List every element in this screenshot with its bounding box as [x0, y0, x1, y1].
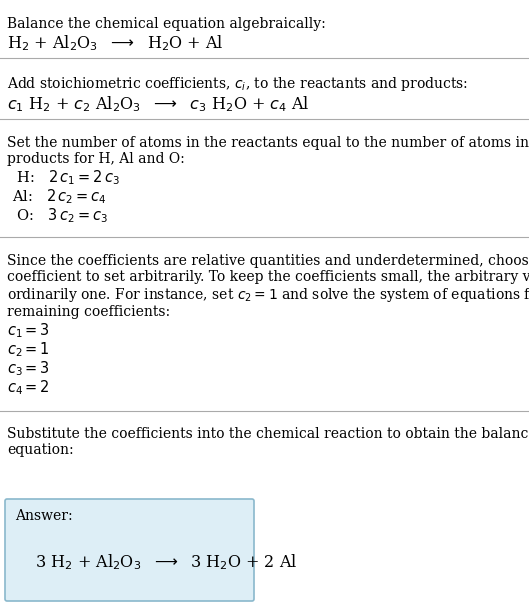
Text: Add stoichiometric coefficients, $c_i$, to the reactants and products:: Add stoichiometric coefficients, $c_i$, … [7, 75, 468, 93]
Text: $c_1 = 3$: $c_1 = 3$ [7, 321, 50, 340]
Text: $c_3 = 3$: $c_3 = 3$ [7, 359, 50, 378]
Text: equation:: equation: [7, 443, 74, 457]
Text: Since the coefficients are relative quantities and underdetermined, choose a: Since the coefficients are relative quan… [7, 254, 529, 268]
Text: $c_1$ H$_2$ + $c_2$ Al$_2$O$_3$  $\longrightarrow$  $c_3$ H$_2$O + $c_4$ Al: $c_1$ H$_2$ + $c_2$ Al$_2$O$_3$ $\longri… [7, 94, 309, 114]
Text: coefficient to set arbitrarily. To keep the coefficients small, the arbitrary va: coefficient to set arbitrarily. To keep … [7, 270, 529, 284]
Text: Substitute the coefficients into the chemical reaction to obtain the balanced: Substitute the coefficients into the che… [7, 427, 529, 441]
Text: Al:   $2\,c_2 = c_4$: Al: $2\,c_2 = c_4$ [12, 187, 107, 206]
Text: ordinarily one. For instance, set $c_2 = 1$ and solve the system of equations fo: ordinarily one. For instance, set $c_2 =… [7, 286, 529, 304]
Text: $c_2 = 1$: $c_2 = 1$ [7, 340, 50, 359]
Text: Set the number of atoms in the reactants equal to the number of atoms in the: Set the number of atoms in the reactants… [7, 136, 529, 150]
Text: Balance the chemical equation algebraically:: Balance the chemical equation algebraica… [7, 17, 326, 31]
Text: remaining coefficients:: remaining coefficients: [7, 305, 170, 319]
Text: O:   $3\,c_2 = c_3$: O: $3\,c_2 = c_3$ [12, 206, 108, 225]
Text: products for H, Al and O:: products for H, Al and O: [7, 152, 185, 166]
Text: 3 H$_2$ + Al$_2$O$_3$  $\longrightarrow$  3 H$_2$O + 2 Al: 3 H$_2$ + Al$_2$O$_3$ $\longrightarrow$ … [35, 552, 297, 572]
Text: $c_4 = 2$: $c_4 = 2$ [7, 378, 50, 397]
Text: H:   $2\,c_1 = 2\,c_3$: H: $2\,c_1 = 2\,c_3$ [12, 168, 120, 187]
Text: H$_2$ + Al$_2$O$_3$  $\longrightarrow$  H$_2$O + Al: H$_2$ + Al$_2$O$_3$ $\longrightarrow$ H$… [7, 33, 224, 53]
Text: Answer:: Answer: [15, 509, 72, 523]
FancyBboxPatch shape [5, 499, 254, 601]
